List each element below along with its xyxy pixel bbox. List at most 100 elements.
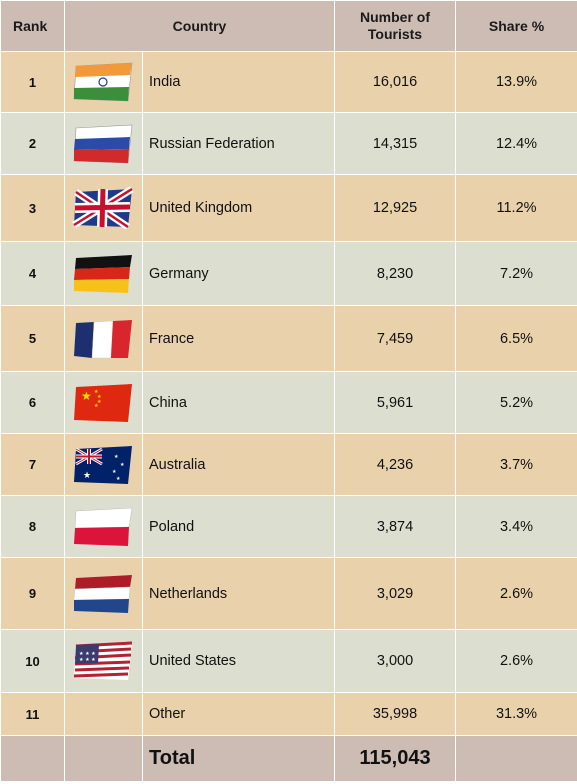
header-row: Rank Country Number of Tourists Share % — [0, 0, 577, 52]
rank-cell: 4 — [0, 241, 65, 306]
country-cell: Australia — [141, 433, 336, 496]
rank-cell: 5 — [0, 305, 65, 372]
tourists-cell: 4,236 — [334, 433, 457, 496]
flag-cell — [64, 557, 143, 630]
australia-flag-icon: ★ ★ ★ ★ ★ — [73, 445, 132, 484]
table-row: 5 France 7,459 6.5% — [0, 305, 577, 372]
flag-cell — [64, 692, 143, 736]
svg-text:★: ★ — [114, 454, 119, 460]
table-row: 2 Russian Federation 14,315 12.4% — [0, 112, 577, 175]
rank-cell: 11 — [0, 692, 65, 736]
table-row: 6 ★ ★ ★ ★ ★ China 5,961 5.2% — [0, 371, 577, 434]
tourists-cell: 14,315 — [334, 112, 457, 175]
table-row: 10 ★ ★ ★ ★ ★ ★ United States 3,000 2.6% — [0, 629, 577, 693]
svg-text:★: ★ — [83, 471, 91, 481]
total-flag-cell — [64, 735, 143, 782]
india-flag-icon — [73, 62, 132, 102]
flag-cell — [64, 305, 143, 372]
rank-cell: 3 — [0, 174, 65, 242]
rank-cell: 2 — [0, 112, 65, 175]
country-cell: Poland — [141, 495, 336, 558]
share-cell: 7.2% — [455, 241, 577, 306]
tourists-cell: 7,459 — [334, 305, 457, 372]
tourists-cell: 8,230 — [334, 241, 457, 306]
share-cell: 3.7% — [455, 433, 577, 496]
share-cell: 11.2% — [455, 174, 577, 242]
country-cell: India — [141, 51, 336, 113]
total-share-cell — [455, 735, 577, 782]
tourists-cell: 35,998 — [334, 692, 457, 736]
total-label: Total — [141, 735, 336, 782]
flag-cell — [64, 495, 143, 558]
total-rank-cell — [0, 735, 65, 782]
flag-cell — [64, 112, 143, 175]
tourists-header: Number of Tourists — [334, 0, 457, 52]
svg-text:★: ★ — [97, 394, 102, 400]
share-cell: 13.9% — [455, 51, 577, 113]
country-cell: United Kingdom — [141, 174, 336, 242]
germany-flag-icon — [73, 254, 132, 293]
svg-text:★: ★ — [94, 389, 99, 395]
poland-flag-icon — [73, 507, 132, 546]
flag-cell — [64, 241, 143, 306]
netherlands-flag-icon — [73, 574, 132, 613]
table-row: 3 United Kingdom 12,925 11.2% — [0, 174, 577, 242]
rank-cell: 10 — [0, 629, 65, 693]
share-cell: 2.6% — [455, 629, 577, 693]
svg-text:★: ★ — [116, 476, 121, 482]
flag-cell — [64, 51, 143, 113]
flag-cell: ★ ★ ★ ★ ★ — [64, 371, 143, 434]
svg-text:★: ★ — [97, 399, 102, 405]
tourists-header-line1: Number of — [360, 9, 431, 25]
total-row: Total 115,043 — [0, 735, 577, 782]
table-row: 7 ★ ★ ★ ★ ★ Australia 4,236 3.7% — [0, 433, 577, 496]
tourists-cell: 16,016 — [334, 51, 457, 113]
rank-cell: 7 — [0, 433, 65, 496]
rank-cell: 9 — [0, 557, 65, 630]
tourists-cell: 12,925 — [334, 174, 457, 242]
svg-text:★: ★ — [94, 403, 99, 409]
tourists-cell: 3,874 — [334, 495, 457, 558]
tourists-header-line2: Tourists — [367, 26, 423, 42]
rank-cell: 6 — [0, 371, 65, 434]
share-cell: 5.2% — [455, 371, 577, 434]
total-tourists: 115,043 — [334, 735, 457, 782]
russia-flag-icon — [73, 124, 132, 163]
tourists-cell: 3,029 — [334, 557, 457, 630]
share-cell: 6.5% — [455, 305, 577, 372]
rank-header: Rank — [0, 0, 65, 52]
svg-text:★: ★ — [120, 462, 125, 468]
table-row: 9 Netherlands 3,029 2.6% — [0, 557, 577, 630]
country-header: Country — [63, 0, 336, 52]
country-cell: Netherlands — [141, 557, 336, 630]
svg-text:★: ★ — [81, 389, 92, 403]
tourists-cell: 5,961 — [334, 371, 457, 434]
usa-flag-icon: ★ ★ ★ ★ ★ ★ — [73, 641, 132, 680]
table-row: 1 India 16,016 13.9% — [0, 51, 577, 113]
share-header: Share % — [455, 0, 577, 52]
rank-cell: 8 — [0, 495, 65, 558]
country-cell: China — [141, 371, 336, 434]
tourists-cell: 3,000 — [334, 629, 457, 693]
country-cell: United States — [141, 629, 336, 693]
svg-text:★ ★ ★: ★ ★ ★ — [79, 651, 96, 657]
france-flag-icon — [73, 319, 132, 358]
country-cell: France — [141, 305, 336, 372]
flag-cell: ★ ★ ★ ★ ★ ★ — [64, 629, 143, 693]
share-cell: 12.4% — [455, 112, 577, 175]
uk-flag-icon — [71, 187, 134, 229]
table-row: 4 Germany 8,230 7.2% — [0, 241, 577, 306]
table-row: 8 Poland 3,874 3.4% — [0, 495, 577, 558]
flag-cell — [64, 174, 143, 242]
share-cell: 3.4% — [455, 495, 577, 558]
country-cell: Other — [141, 692, 336, 736]
rank-cell: 1 — [0, 51, 65, 113]
share-cell: 31.3% — [455, 692, 577, 736]
country-cell: Germany — [141, 241, 336, 306]
flag-cell: ★ ★ ★ ★ ★ — [64, 433, 143, 496]
country-cell: Russian Federation — [141, 112, 336, 175]
share-cell: 2.6% — [455, 557, 577, 630]
svg-text:★: ★ — [112, 469, 117, 475]
china-flag-icon: ★ ★ ★ ★ ★ — [73, 383, 132, 422]
